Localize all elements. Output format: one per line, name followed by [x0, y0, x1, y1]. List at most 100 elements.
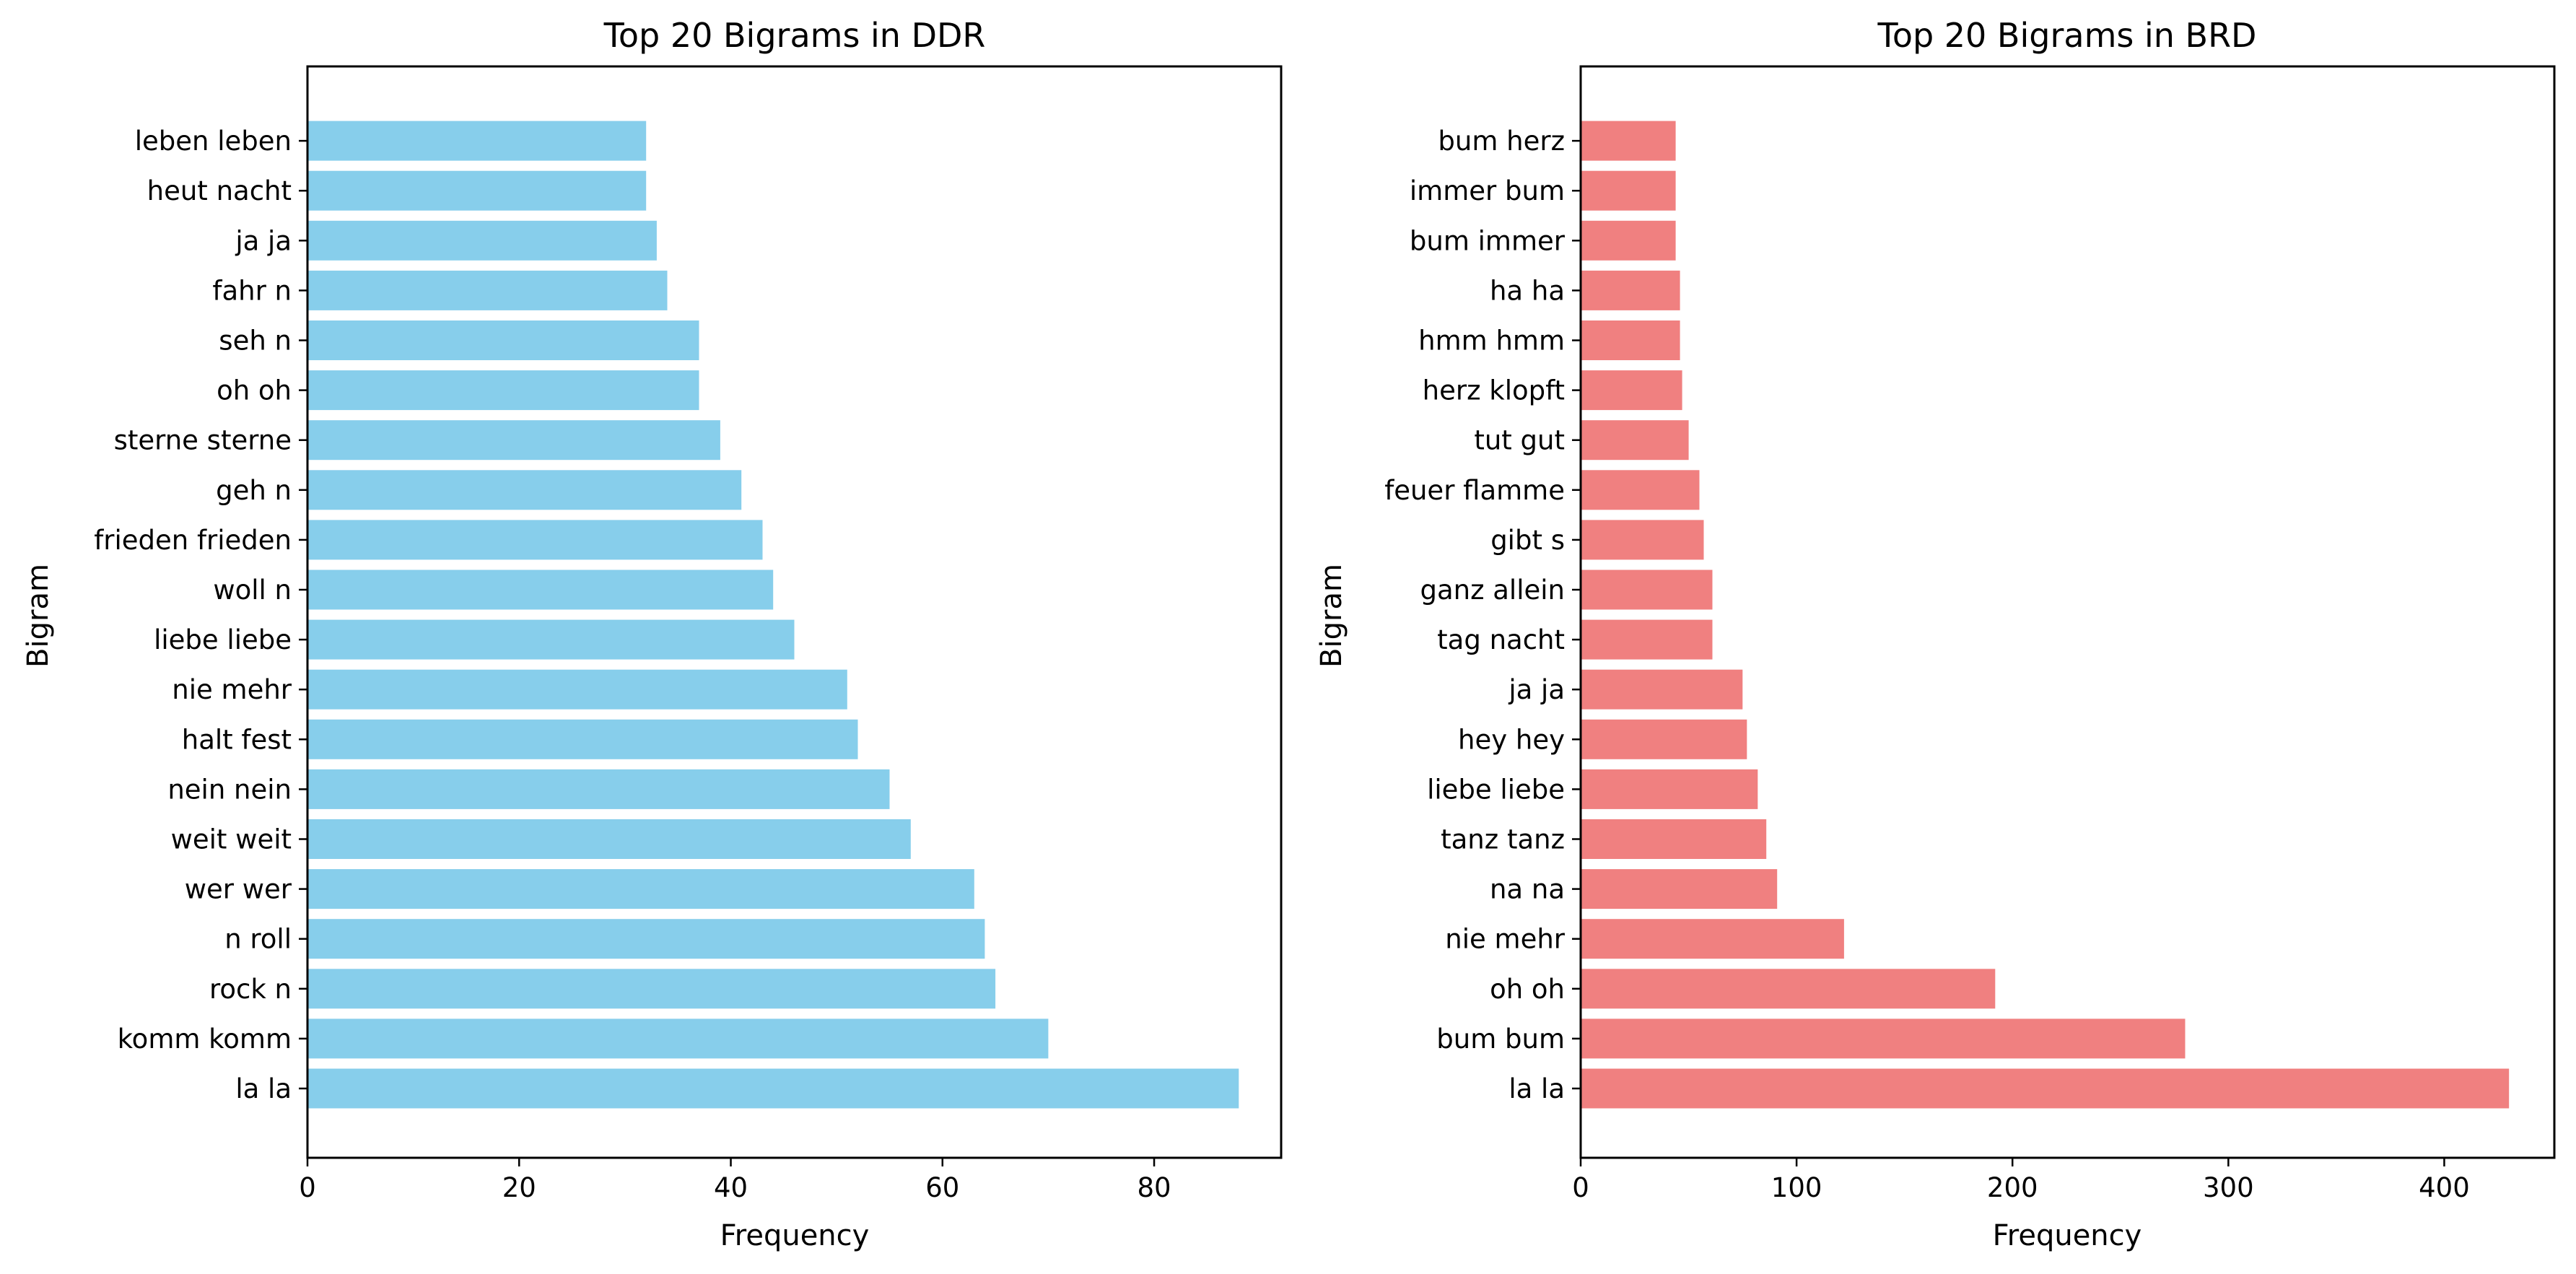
y-tick-label: komm komm	[118, 1024, 292, 1055]
y-tick-label: rock n	[209, 974, 292, 1005]
y-tick-label: hey hey	[1458, 724, 1565, 755]
y-tick-label: herz klopft	[1423, 375, 1565, 406]
bar	[1581, 969, 1996, 1009]
bar	[1581, 719, 1747, 759]
bar	[1581, 370, 1682, 411]
bar	[1581, 220, 1676, 261]
bar	[307, 420, 720, 461]
bar-group	[1581, 121, 2510, 1109]
y-tick-label: oh oh	[1490, 974, 1565, 1005]
tick-group: la la komm komm rock n n roll wer wer weit we…	[94, 126, 1171, 1203]
y-tick-label: oh oh	[217, 375, 292, 406]
bar	[307, 121, 647, 161]
y-tick-label: la la	[235, 1073, 292, 1104]
bar	[307, 719, 858, 759]
bar	[1581, 520, 1704, 560]
y-tick-label: weit weit	[171, 824, 292, 855]
y-tick-label: liebe liebe	[1427, 774, 1565, 805]
y-tick-label: bum immer	[1410, 225, 1566, 256]
y-tick-label: tag nacht	[1437, 624, 1565, 655]
x-tick-label: 20	[502, 1172, 536, 1203]
y-axis-label: Bigram	[22, 564, 55, 668]
bar	[307, 869, 974, 909]
y-tick-label: frieden frieden	[94, 525, 292, 556]
bar	[307, 619, 795, 660]
y-tick-label: woll n	[213, 575, 292, 606]
y-tick-label: liebe liebe	[154, 624, 292, 655]
bar	[1581, 170, 1676, 211]
bar	[307, 1068, 1239, 1109]
y-tick-label: ja ja	[235, 225, 292, 256]
bar	[1581, 669, 1743, 710]
x-tick-label: 80	[1137, 1172, 1171, 1203]
x-tick-label: 60	[925, 1172, 959, 1203]
x-tick-label: 40	[714, 1172, 748, 1203]
x-axis-label: Frequency	[1993, 1219, 2142, 1252]
y-axis-label: Bigram	[1315, 564, 1348, 668]
plot-frame	[1579, 65, 2556, 1159]
y-tick-label: nie mehr	[172, 674, 292, 705]
x-tick-label: 0	[299, 1172, 316, 1203]
x-tick-label: 0	[1572, 1172, 1589, 1203]
x-axis-label: Frequency	[720, 1219, 870, 1252]
bar	[307, 819, 911, 859]
y-tick-label: geh n	[216, 475, 292, 506]
x-tick-label: 200	[1987, 1172, 2038, 1203]
bar	[1581, 1018, 2186, 1059]
bar	[1581, 619, 1713, 660]
bar	[1581, 819, 1767, 859]
bar	[307, 570, 774, 610]
ddr-bigram-chart: Top 20 Bigrams in DDR Frequency Bigram l…	[22, 16, 1283, 1252]
y-tick-label: na na	[1490, 874, 1565, 905]
x-tick-label: 400	[2419, 1172, 2470, 1203]
bar	[1581, 420, 1689, 461]
bar	[1581, 919, 1844, 959]
y-tick-label: bum bum	[1436, 1024, 1565, 1055]
bar	[307, 220, 657, 261]
x-tick-label: 100	[1771, 1172, 1822, 1203]
bar	[1581, 1068, 2510, 1109]
chart-title: Top 20 Bigrams in BRD	[1877, 16, 2257, 55]
bar	[1581, 320, 1680, 360]
bar	[1581, 470, 1700, 510]
y-tick-label: heut nacht	[147, 175, 292, 206]
bar	[1581, 121, 1676, 161]
y-tick-label: la la	[1509, 1073, 1565, 1104]
bar	[307, 270, 668, 310]
bar	[307, 320, 699, 360]
y-tick-label: n roll	[224, 924, 292, 955]
y-tick-label: leben leben	[135, 126, 292, 157]
y-tick-label: gibt s	[1490, 525, 1565, 556]
brd-bigram-chart: Top 20 Bigrams in BRD Frequency Bigram l…	[1315, 16, 2556, 1252]
y-tick-label: seh n	[219, 326, 292, 357]
y-tick-label: nie mehr	[1445, 924, 1566, 955]
y-tick-label: fahr n	[212, 275, 292, 306]
bar	[1581, 769, 1758, 809]
y-tick-label: immer bum	[1410, 175, 1565, 206]
bar	[307, 470, 742, 510]
bar	[1581, 570, 1713, 610]
bar	[307, 769, 890, 809]
tick-group: la la bum bum oh oh nie mehr na na tanz tanz l…	[1384, 126, 2470, 1203]
y-tick-label: sterne sterne	[114, 425, 292, 456]
y-tick-label: hmm hmm	[1418, 326, 1565, 357]
bar	[1581, 270, 1680, 310]
y-tick-label: halt fest	[182, 724, 292, 755]
y-tick-label: feuer flamme	[1384, 475, 1565, 506]
bar	[307, 919, 985, 959]
plot-frame	[306, 65, 1283, 1159]
y-tick-label: nein nein	[167, 774, 292, 805]
y-tick-label: ja ja	[1508, 674, 1565, 705]
x-tick-label: 300	[2203, 1172, 2254, 1203]
bar	[307, 370, 699, 411]
bar	[1581, 869, 1778, 909]
y-tick-label: wer wer	[185, 874, 292, 905]
bar	[307, 969, 996, 1009]
bar	[307, 669, 847, 710]
y-tick-label: tut gut	[1474, 425, 1565, 456]
y-tick-label: tanz tanz	[1441, 824, 1565, 855]
chart-title: Top 20 Bigrams in DDR	[603, 16, 986, 55]
bar	[307, 520, 763, 560]
bar-group	[307, 121, 1239, 1109]
